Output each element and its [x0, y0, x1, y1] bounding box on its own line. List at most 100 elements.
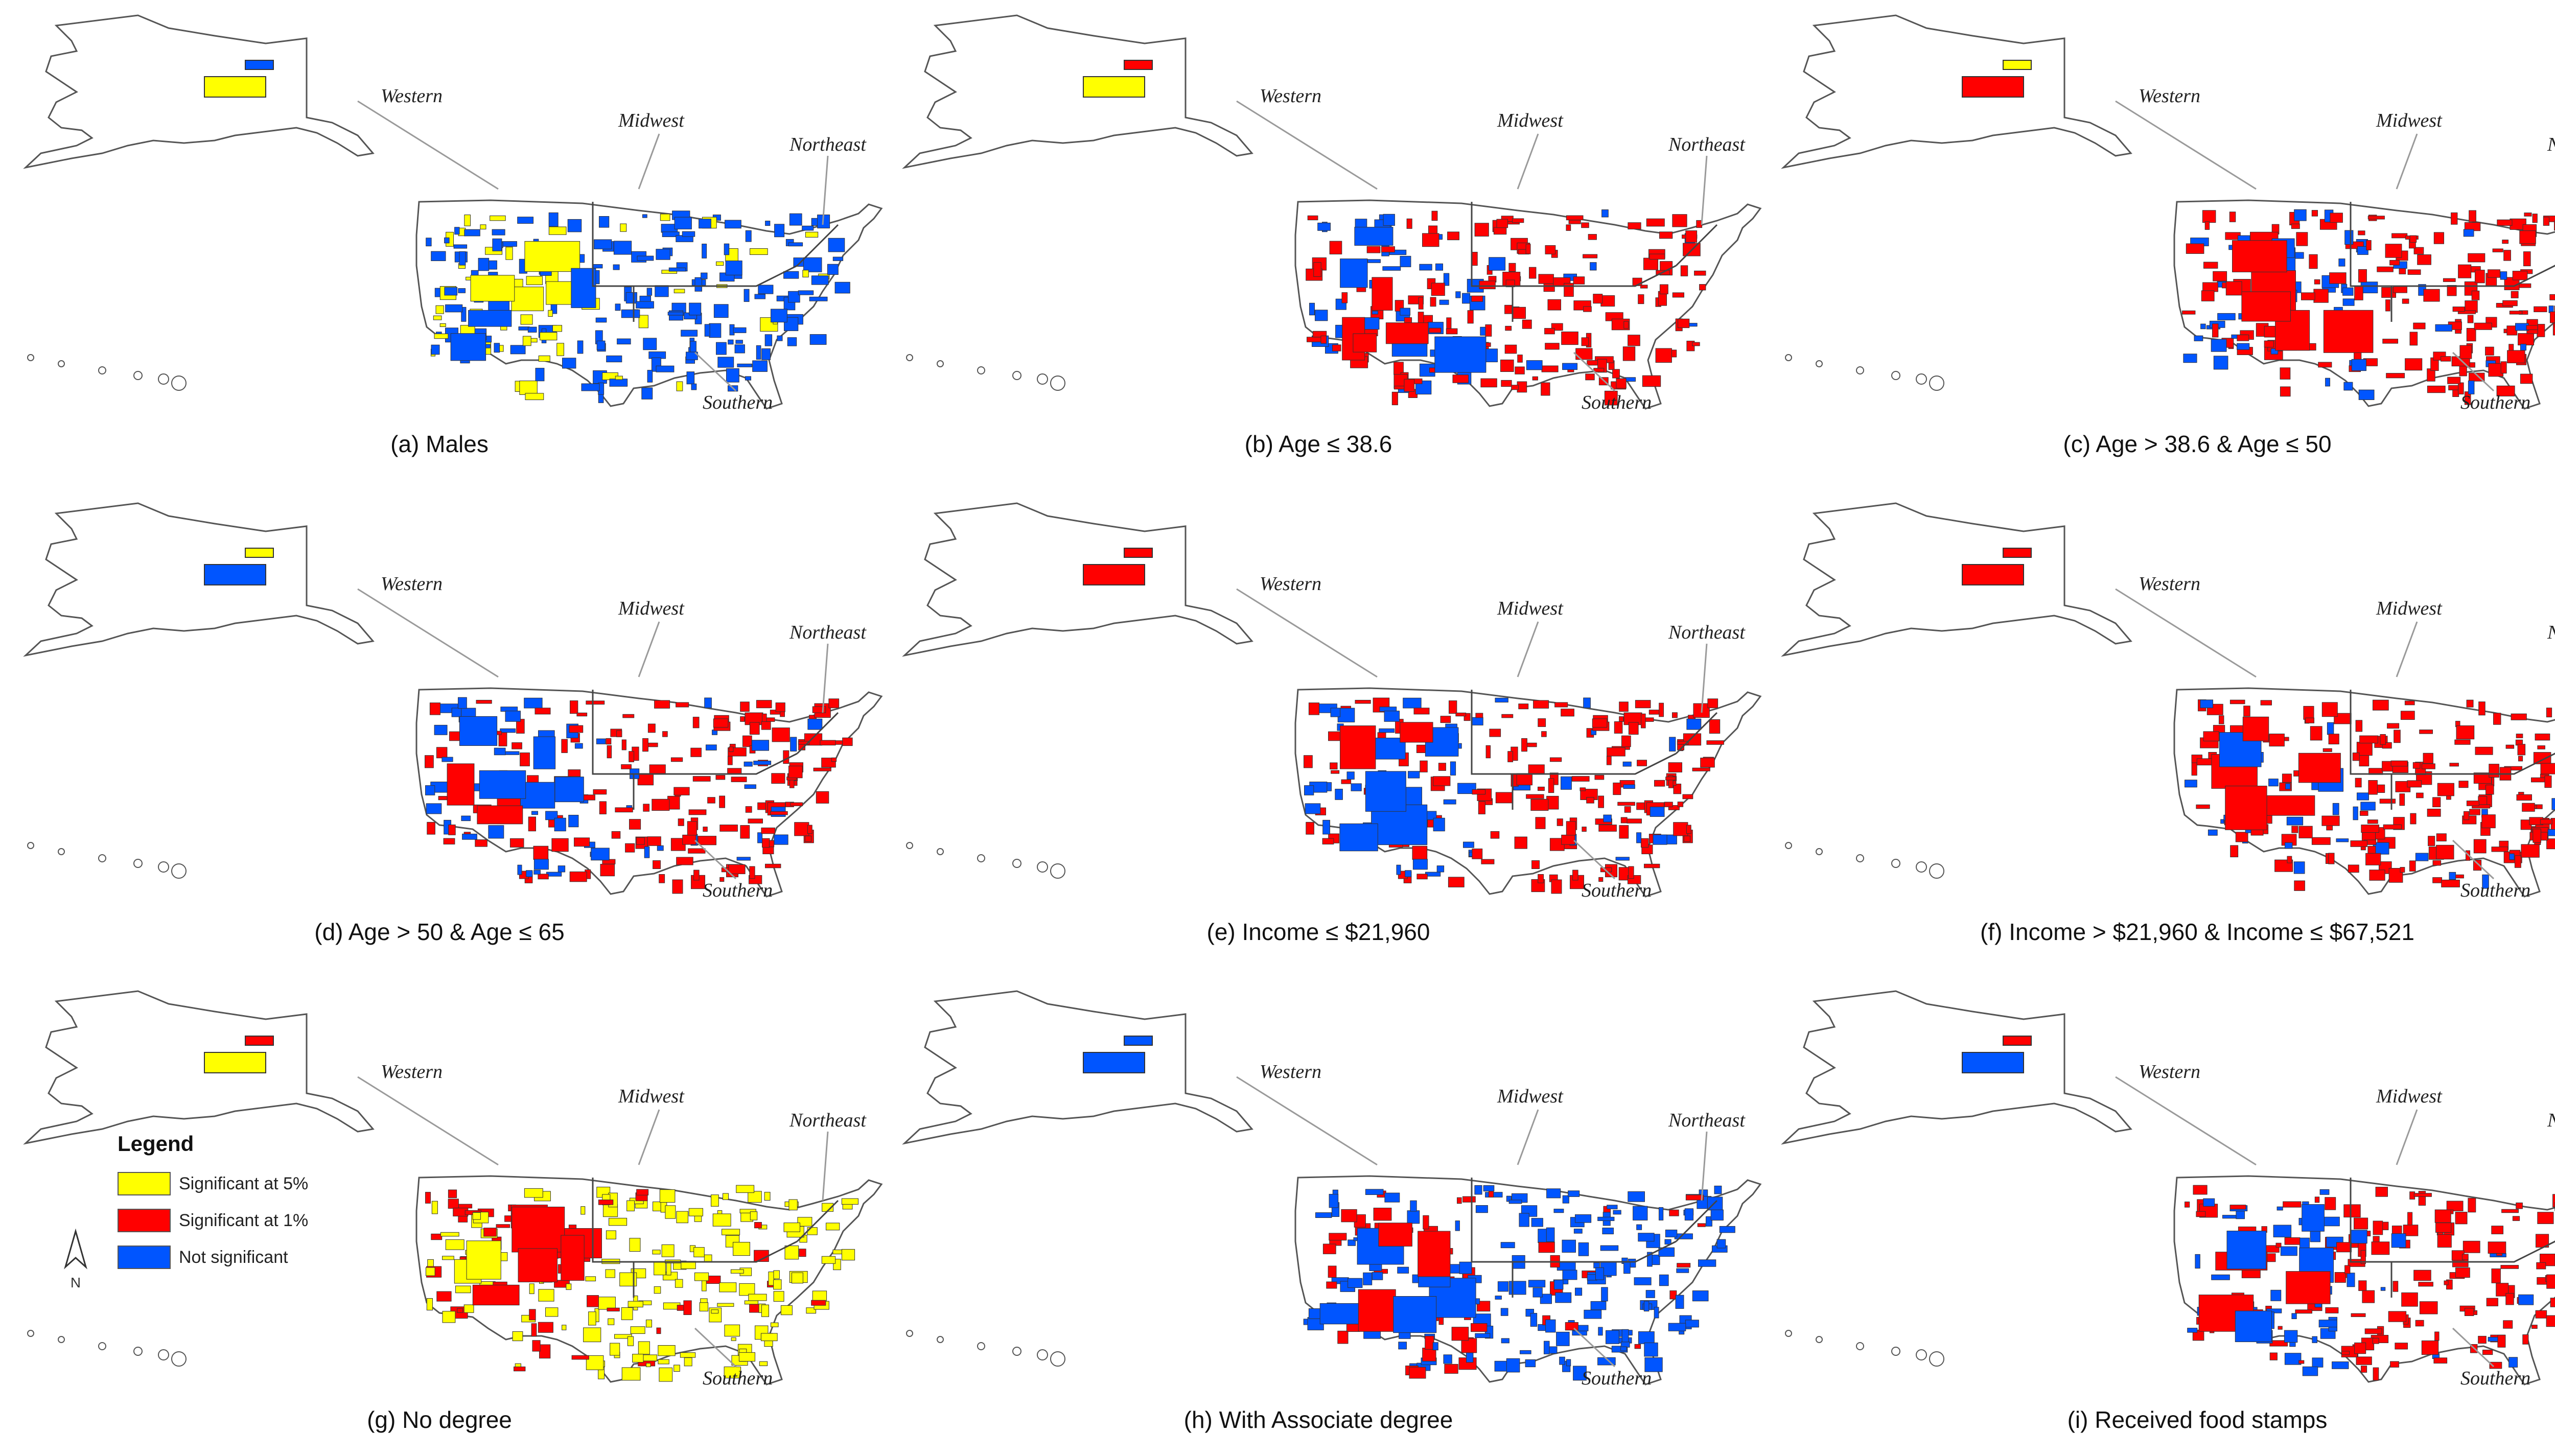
county-patch: [1472, 849, 1482, 859]
county-patch: [2383, 825, 2401, 829]
county-patch: [1536, 817, 1545, 829]
county-patch: [597, 341, 605, 350]
county-patch: [811, 1300, 826, 1305]
county-patch: [749, 1294, 766, 1301]
county-patch: [776, 703, 785, 712]
county-patch: [1692, 768, 1710, 771]
county-patch: [2468, 315, 2473, 323]
county-patch: [756, 700, 772, 708]
county-patch: [2291, 224, 2300, 228]
county-patch: [2413, 323, 2425, 329]
county-patch: [1530, 1313, 1537, 1327]
county-patch: [803, 270, 809, 277]
county-patch: [656, 366, 674, 372]
county-patch: [1547, 1189, 1561, 1198]
hawaii-island: [58, 361, 64, 367]
county-patch: [454, 245, 467, 248]
county-patch: [2196, 1211, 2205, 1217]
county-patch: [2294, 881, 2305, 890]
county-patch: [430, 703, 440, 715]
county-patch: [684, 1358, 692, 1366]
county-patch: [2475, 747, 2493, 755]
county-patch: [1542, 732, 1547, 737]
county-patch: [1538, 875, 1544, 883]
panel-caption: (h) With Associate degree: [879, 1406, 1758, 1434]
county-patch: [689, 810, 706, 815]
county-patch: [593, 790, 607, 794]
county-patch: [539, 731, 555, 737]
region-label-southern: Southern: [703, 880, 773, 901]
hawaii-island: [978, 367, 985, 374]
county-patch: [1707, 741, 1724, 745]
county-patch: [1330, 763, 1337, 769]
county-patch: [1397, 865, 1401, 875]
county-patch: [1438, 763, 1446, 771]
county-patch: [1646, 219, 1664, 226]
leader-line: [1237, 1077, 1377, 1165]
county-patch: [725, 1325, 740, 1336]
county-patch: [2323, 748, 2332, 752]
county-patch: [1548, 299, 1561, 310]
county-patch: [2510, 854, 2514, 860]
county-patch: [426, 804, 442, 814]
county-patch: [2401, 711, 2414, 720]
county-patch: [726, 261, 742, 275]
county-patch: [2420, 730, 2433, 734]
county-patch: [774, 1280, 782, 1289]
county-patch: [1582, 827, 1586, 832]
county-patch: [1588, 234, 1596, 240]
county-patch: [620, 224, 626, 231]
county-patch: [1478, 802, 1485, 814]
county-patch: [2373, 1368, 2379, 1380]
county-patch: [628, 1336, 633, 1346]
county-patch: [2359, 755, 2369, 766]
hawaii-island: [1785, 1330, 1792, 1336]
county-patch: [2453, 390, 2459, 396]
county-patch: [643, 215, 647, 218]
county-patch: [2447, 1201, 2463, 1211]
county-patch: [2472, 291, 2479, 300]
alaska-county-large: [204, 77, 266, 97]
county-patch: [2468, 1198, 2476, 1212]
county-patch: [591, 848, 610, 860]
county-patch: [2488, 270, 2500, 277]
county-patch: [835, 282, 850, 293]
county-patch: [636, 838, 644, 844]
county-patch: [493, 239, 502, 251]
county-patch: [2498, 1335, 2505, 1347]
county-patch: [1607, 748, 1625, 757]
county-patch: [708, 797, 715, 803]
county-patch: [2361, 1366, 2367, 1373]
county-patch: [1420, 761, 1428, 772]
county-patch: [2355, 778, 2361, 787]
county-patch: [2326, 1307, 2338, 1313]
county-patch: [765, 221, 770, 226]
county-patch: [677, 382, 683, 391]
county-patch: [733, 327, 746, 333]
county-patch: [740, 717, 745, 722]
county-patch: [2230, 1205, 2246, 1209]
county-patch: [1404, 379, 1414, 391]
county-patch: [2380, 735, 2385, 745]
county-patch: [456, 1286, 471, 1293]
county-patch: [691, 384, 696, 390]
county-patch: [2519, 756, 2523, 761]
region-label-midwest: Midwest: [2376, 598, 2443, 619]
county-patch: [1417, 874, 1427, 879]
county-patch: [1526, 244, 1530, 254]
county-patch: [2320, 1189, 2329, 1194]
county-patch: [436, 306, 444, 314]
county-patch: [2350, 1230, 2367, 1243]
county-patch: [2504, 250, 2511, 261]
alaska-outline: [26, 503, 373, 655]
county-patch: [2435, 1210, 2451, 1223]
county-patch: [2185, 780, 2197, 787]
county-patch: [1383, 267, 1401, 271]
county-patch: [1526, 794, 1544, 799]
county-patch: [799, 1249, 806, 1257]
county-patch: [1472, 717, 1483, 725]
county-patch: [1637, 1225, 1642, 1230]
